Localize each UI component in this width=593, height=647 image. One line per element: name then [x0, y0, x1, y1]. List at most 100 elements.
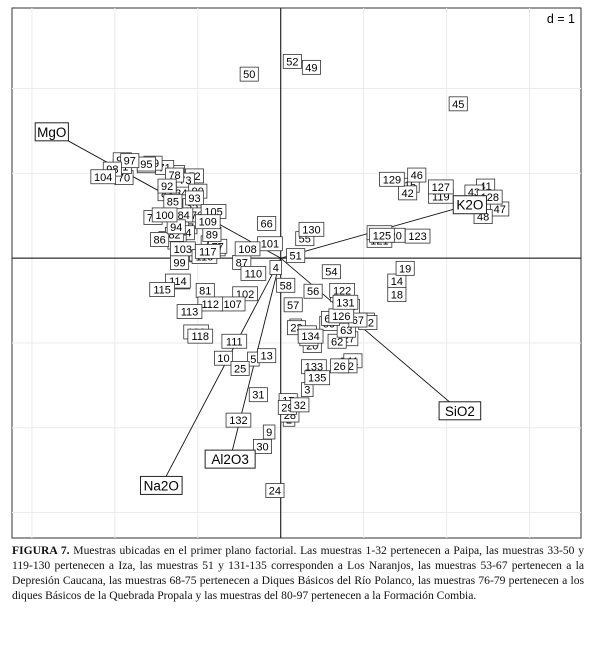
sample-label-box: [283, 297, 303, 313]
variable-label-text: Al2O3: [211, 452, 249, 467]
variable-label-text: SiO2: [445, 404, 475, 419]
sample-label-text: 30: [256, 441, 268, 453]
sample-label: 95: [136, 156, 156, 172]
sample-label-text: 104: [94, 172, 112, 184]
sample-label-text: 130: [302, 224, 320, 236]
sample-label-text: 31: [252, 390, 264, 402]
sample-label-text: 58: [280, 280, 292, 292]
sample-label-box: [321, 264, 341, 280]
scale-label: d = 1: [547, 12, 575, 26]
variable-label: Al2O3: [204, 449, 256, 469]
sample-label-text: 100: [155, 210, 173, 222]
sample-label: 4: [269, 260, 282, 275]
sample-label-text: 85: [167, 196, 179, 208]
variable-label: Na2O: [140, 475, 183, 495]
variable-label: K2O: [452, 195, 487, 215]
sample-label-box: [221, 333, 248, 349]
variable-label: MgO: [34, 122, 69, 142]
sample-label-text: 52: [286, 56, 298, 68]
sample-label: 115: [149, 282, 175, 297]
sample-label-text: 50: [243, 69, 255, 81]
sample-label: 92: [157, 178, 177, 194]
sample-label: 117: [194, 243, 221, 259]
sample-label-box: [239, 66, 259, 82]
sample-label-box: [330, 358, 350, 374]
sample-label-text: 115: [153, 285, 171, 297]
sample-label: 130: [298, 221, 325, 237]
sample-label: 18: [387, 287, 407, 303]
variable-label: SiO2: [438, 401, 482, 421]
factorial-plane-chart: 1234567891011121314151617181920212223242…: [11, 7, 582, 539]
sample-label: 24: [265, 483, 285, 498]
vector-line: [280, 257, 461, 412]
sample-label-text: 13: [261, 351, 273, 363]
sample-label-box: [387, 287, 407, 303]
sample-label: 66: [257, 215, 277, 231]
variable-label-box: [34, 122, 69, 142]
sample-label-box: [262, 424, 276, 440]
sample-label-box: [301, 59, 321, 75]
sample-label-box: [157, 178, 177, 194]
sample-label-text: 66: [261, 218, 273, 230]
sample-label-text: 81: [199, 285, 211, 297]
sample-label-box: [304, 370, 331, 386]
sample-label: 94: [166, 219, 186, 235]
sample-label: 134: [297, 328, 324, 344]
sample-label: 50: [239, 66, 259, 82]
sample-label-box: [151, 207, 178, 223]
sample-label-box: [395, 260, 415, 276]
sample-label-text: 99: [173, 257, 185, 269]
sample-label-text: 46: [411, 170, 423, 182]
sample-label: 51: [286, 248, 306, 264]
sample-label: 107: [219, 296, 246, 312]
sample-label-text: 9: [266, 427, 272, 439]
sample-label: 129: [379, 171, 405, 187]
sample-label: 113: [176, 304, 203, 319]
sample-label: 99: [170, 254, 190, 270]
sample-label-text: 14: [391, 276, 403, 288]
sample-label-box: [197, 296, 224, 312]
sample-label-box: [149, 282, 175, 297]
sample-label-box: [230, 360, 250, 376]
sample-label-text: 112: [201, 299, 219, 311]
sample-label: 132: [225, 412, 252, 428]
sample-label: 42: [398, 185, 418, 201]
sample-label-text: 84: [178, 210, 190, 222]
sample-label-box: [120, 153, 140, 169]
sample-label-box: [332, 294, 359, 310]
variable-label-box: [452, 195, 487, 215]
sample-label: 14: [387, 273, 407, 289]
sample-label: 112: [197, 296, 224, 312]
sample-label-text: 42: [402, 188, 414, 200]
sample-label-box: [90, 169, 117, 185]
sample-label: 89: [202, 227, 222, 242]
sample-label-box: [248, 387, 268, 403]
sample-label: 32: [290, 397, 310, 413]
sample-label-text: 107: [223, 299, 241, 311]
sample-label-box: [269, 260, 282, 275]
sample-label-box: [448, 96, 468, 112]
sample-label: 126: [328, 308, 355, 324]
sample-label-box: [428, 179, 454, 195]
sample-label: 104: [90, 169, 117, 185]
variable-label-box: [204, 449, 256, 469]
sample-label: 19: [395, 260, 415, 276]
sample-label-text: 67: [352, 315, 364, 327]
sample-label-text: 48: [477, 212, 489, 224]
sample-label-text: 89: [206, 229, 218, 241]
sample-label-text: 103: [174, 244, 192, 256]
sample-label: 52: [282, 54, 302, 69]
sample-label-box: [398, 185, 418, 201]
sample-label: 93: [184, 190, 204, 206]
sample-label: 57: [283, 297, 303, 313]
sample-label-text: 10: [217, 353, 229, 365]
sample-label-text: 131: [336, 297, 354, 309]
sample-label-box: [214, 350, 234, 366]
sample-label-box: [257, 215, 277, 231]
sample-label: 13: [257, 348, 277, 364]
sample-label-text: 125: [373, 230, 391, 242]
sample-label: 100: [151, 207, 178, 223]
sample-label-text: 123: [408, 231, 426, 243]
sample-label: 10: [214, 350, 234, 366]
plot-frame: [11, 7, 582, 539]
